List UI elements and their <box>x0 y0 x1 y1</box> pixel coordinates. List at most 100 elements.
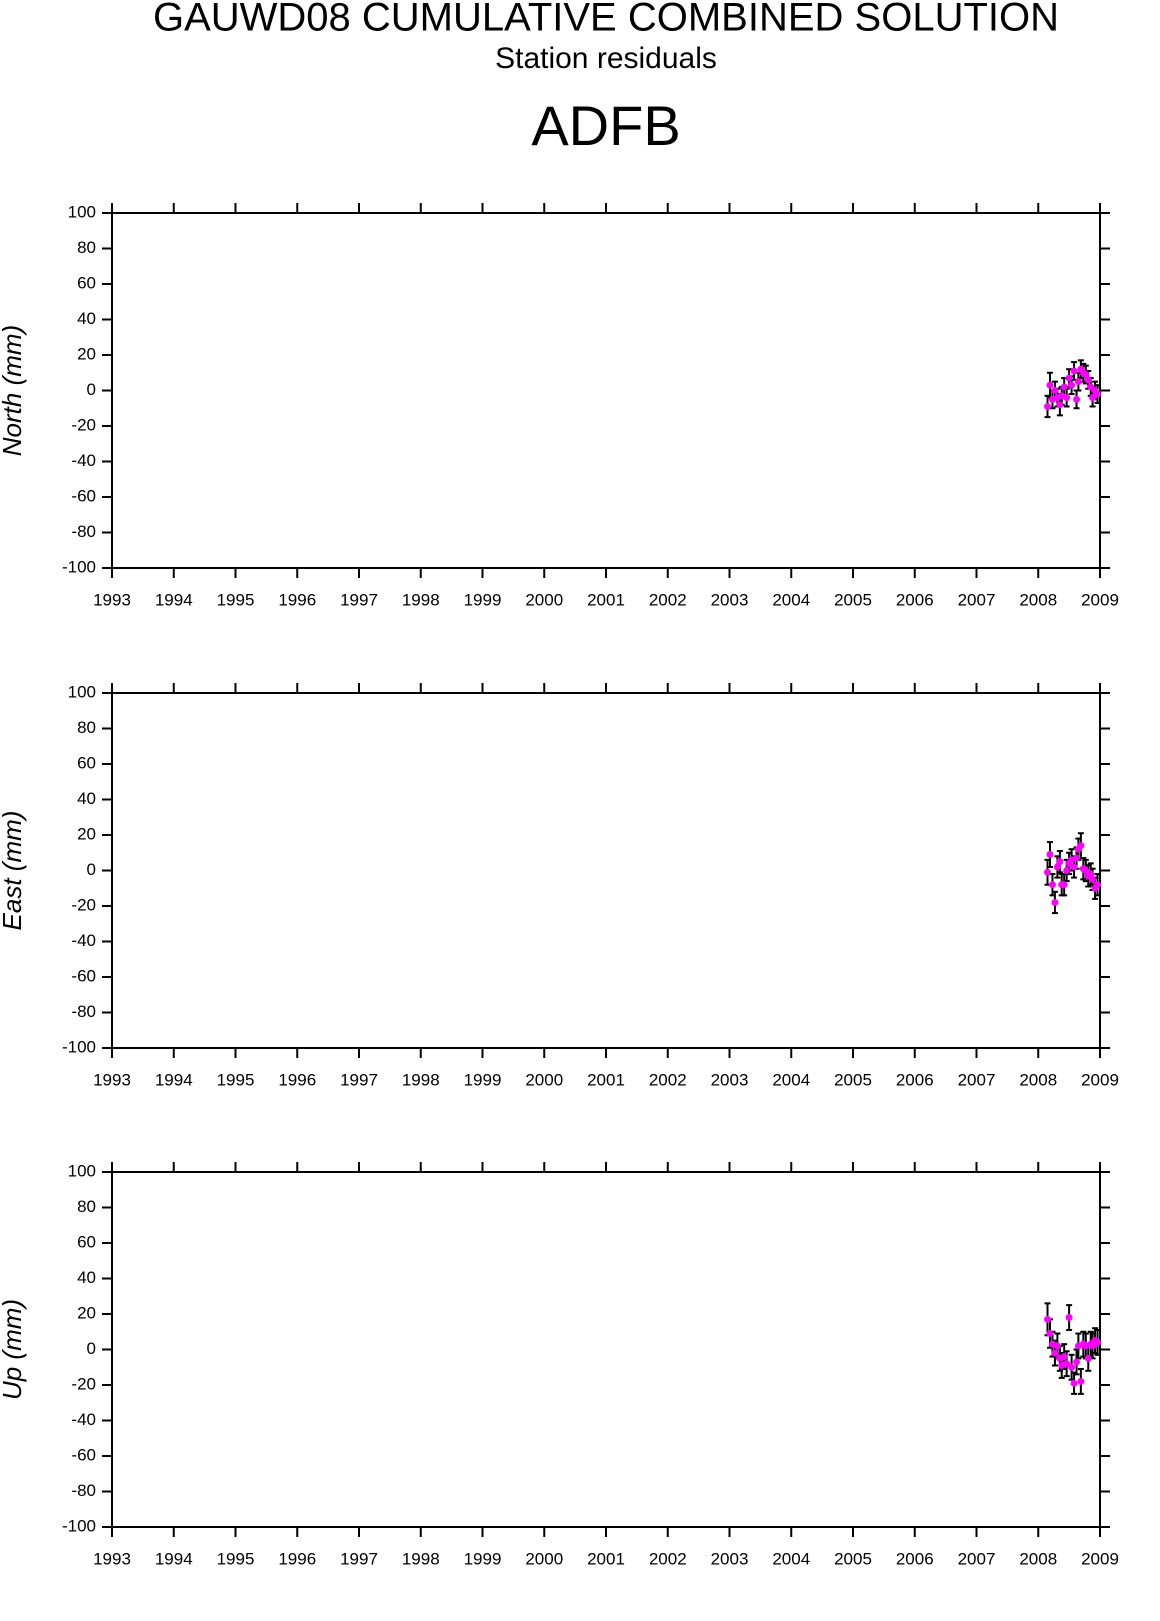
point <box>1089 394 1097 402</box>
point <box>1060 881 1068 889</box>
x-tick-label: 1999 <box>464 1549 502 1568</box>
y-tick-label: 80 <box>77 718 96 737</box>
x-tick-label: 2000 <box>525 590 563 609</box>
y-axis-label: East (mm) <box>0 811 27 931</box>
x-tick-label: 2003 <box>711 1549 749 1568</box>
x-tick-label: 2008 <box>1019 1549 1057 1568</box>
point <box>1051 387 1059 394</box>
y-tick-label: 80 <box>77 238 96 257</box>
plot-frame <box>111 212 1101 569</box>
plot-frame <box>111 692 1101 1049</box>
point <box>1068 381 1076 389</box>
point <box>1074 378 1082 386</box>
x-tick-label: 2001 <box>587 1549 625 1568</box>
y-tick-label: 20 <box>77 344 96 363</box>
point <box>1060 383 1068 391</box>
y-tick-label: -60 <box>71 966 96 985</box>
y-tick-label: 40 <box>77 309 96 328</box>
x-tick-label: 2002 <box>649 1549 687 1568</box>
x-tick-label: 2004 <box>772 590 810 609</box>
y-tick-label: 20 <box>77 824 96 843</box>
x-tick-label: 2005 <box>834 590 872 609</box>
y-tick-label: 100 <box>68 202 96 221</box>
x-tick-label: 2004 <box>772 1070 810 1089</box>
x-tick-label: 2005 <box>834 1549 872 1568</box>
point <box>1077 842 1085 850</box>
x-tick-label: 2009 <box>1081 1070 1119 1089</box>
y-tick-label: -100 <box>62 1516 96 1535</box>
y-tick-label: -60 <box>71 486 96 505</box>
x-tick-label: 2000 <box>525 1549 563 1568</box>
y-tick-label: 40 <box>77 789 96 808</box>
x-tick-label: 2003 <box>711 590 749 609</box>
point <box>1044 402 1052 410</box>
x-tick-label: 2006 <box>896 1070 934 1089</box>
x-tick-label: 2002 <box>649 1070 687 1089</box>
x-tick-label: 2001 <box>587 590 625 609</box>
point <box>1089 1342 1097 1350</box>
x-tick-label: 2004 <box>772 1549 810 1568</box>
y-tick-label: -60 <box>71 1445 96 1464</box>
point <box>1046 851 1054 859</box>
x-tick-label: 1995 <box>217 590 255 609</box>
y-tick-label: 0 <box>87 860 96 879</box>
x-tick-label: 1996 <box>278 1549 316 1568</box>
y-tick-label: -100 <box>62 1037 96 1056</box>
point <box>1044 1315 1052 1323</box>
point <box>1094 881 1102 889</box>
y-tick-label: -100 <box>62 557 96 576</box>
y-tick-label: 60 <box>77 1232 96 1251</box>
point <box>1089 875 1097 883</box>
x-tick-label: 1994 <box>155 1070 193 1089</box>
x-tick-label: 2000 <box>525 1070 563 1089</box>
x-tick-label: 1995 <box>217 1549 255 1568</box>
y-tick-label: 0 <box>87 380 96 399</box>
x-tick-label: 2007 <box>958 1549 996 1568</box>
point <box>1051 1349 1059 1357</box>
point <box>1046 381 1054 389</box>
y-tick-label: -80 <box>71 1002 96 1021</box>
x-tick-label: 1999 <box>464 590 502 609</box>
x-tick-label: 1998 <box>402 590 440 609</box>
point <box>1056 401 1064 409</box>
x-tick-label: 1999 <box>464 1070 502 1089</box>
x-tick-label: 2003 <box>711 1070 749 1089</box>
x-tick-label: 1998 <box>402 1070 440 1089</box>
point <box>1084 376 1092 384</box>
point <box>1082 867 1090 874</box>
x-tick-label: 2009 <box>1081 1549 1119 1568</box>
point <box>1065 374 1073 382</box>
y-tick-label: 60 <box>77 273 96 292</box>
point <box>1073 854 1081 862</box>
x-tick-label: 2005 <box>834 1070 872 1089</box>
y-tick-label: -40 <box>71 1410 96 1429</box>
point <box>1094 390 1102 398</box>
x-tick-label: 1993 <box>93 1549 131 1568</box>
x-tick-label: 2006 <box>896 590 934 609</box>
point <box>1060 1353 1068 1361</box>
point <box>1073 1358 1081 1366</box>
x-tick-label: 1993 <box>93 1070 131 1089</box>
chart-subtitle: Station residuals <box>495 42 717 75</box>
x-tick-label: 1995 <box>217 1070 255 1089</box>
x-tick-label: 1994 <box>155 590 193 609</box>
x-tick-label: 1997 <box>340 1549 378 1568</box>
x-tick-label: 1996 <box>278 1070 316 1089</box>
x-tick-label: 2008 <box>1019 1070 1057 1089</box>
y-tick-label: 60 <box>77 753 96 772</box>
point <box>1046 1330 1054 1338</box>
point <box>1053 863 1061 871</box>
chart-title: GAUWD08 CUMULATIVE COMBINED SOLUTION <box>153 0 1059 40</box>
y-tick-label: -20 <box>71 895 96 914</box>
y-tick-label: -80 <box>71 1481 96 1500</box>
station-name: ADFB <box>531 94 680 157</box>
y-tick-label: -20 <box>71 415 96 434</box>
point <box>1084 1354 1092 1362</box>
x-tick-label: 2006 <box>896 1549 934 1568</box>
x-tick-label: 2002 <box>649 590 687 609</box>
point <box>1063 867 1071 874</box>
plot-frame <box>111 1171 1101 1528</box>
point <box>1044 868 1052 876</box>
